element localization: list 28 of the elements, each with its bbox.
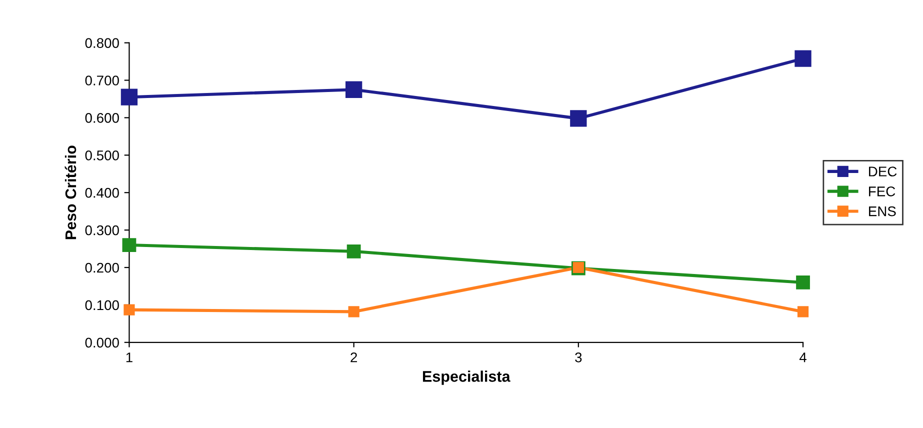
point <box>124 304 135 316</box>
x-tick-label: 3 <box>575 352 582 362</box>
point <box>120 88 138 106</box>
point <box>797 306 809 318</box>
y-tick-label: 0.400 <box>85 188 119 198</box>
x-tick-label: 2 <box>350 352 357 362</box>
point <box>796 276 810 290</box>
x-tick-label: 4 <box>799 352 806 362</box>
y-tick-label: 0.500 <box>85 150 119 160</box>
point <box>348 306 360 318</box>
y-tick-label: 0.200 <box>85 262 119 273</box>
legend-label: ENS <box>869 206 896 216</box>
x-tick-label: 1 <box>126 352 132 362</box>
point <box>570 110 587 127</box>
point <box>794 50 812 67</box>
y-tick-label: 0.300 <box>85 225 119 236</box>
point <box>346 244 361 258</box>
y-tick-label: 0.700 <box>85 76 119 86</box>
y-tick-label: 0.800 <box>85 38 119 48</box>
point <box>345 81 362 98</box>
y-axis-title: Peso Critério <box>64 146 76 240</box>
y-tick-label: 0.100 <box>85 300 119 310</box>
point <box>122 238 136 252</box>
y-tick-label: 0.600 <box>85 113 119 123</box>
legend-label: FEC <box>869 186 896 196</box>
y-tick-label: 0.000 <box>85 338 119 348</box>
x-axis-title: Especialista <box>422 370 510 385</box>
legend-label: DEC <box>869 166 897 176</box>
